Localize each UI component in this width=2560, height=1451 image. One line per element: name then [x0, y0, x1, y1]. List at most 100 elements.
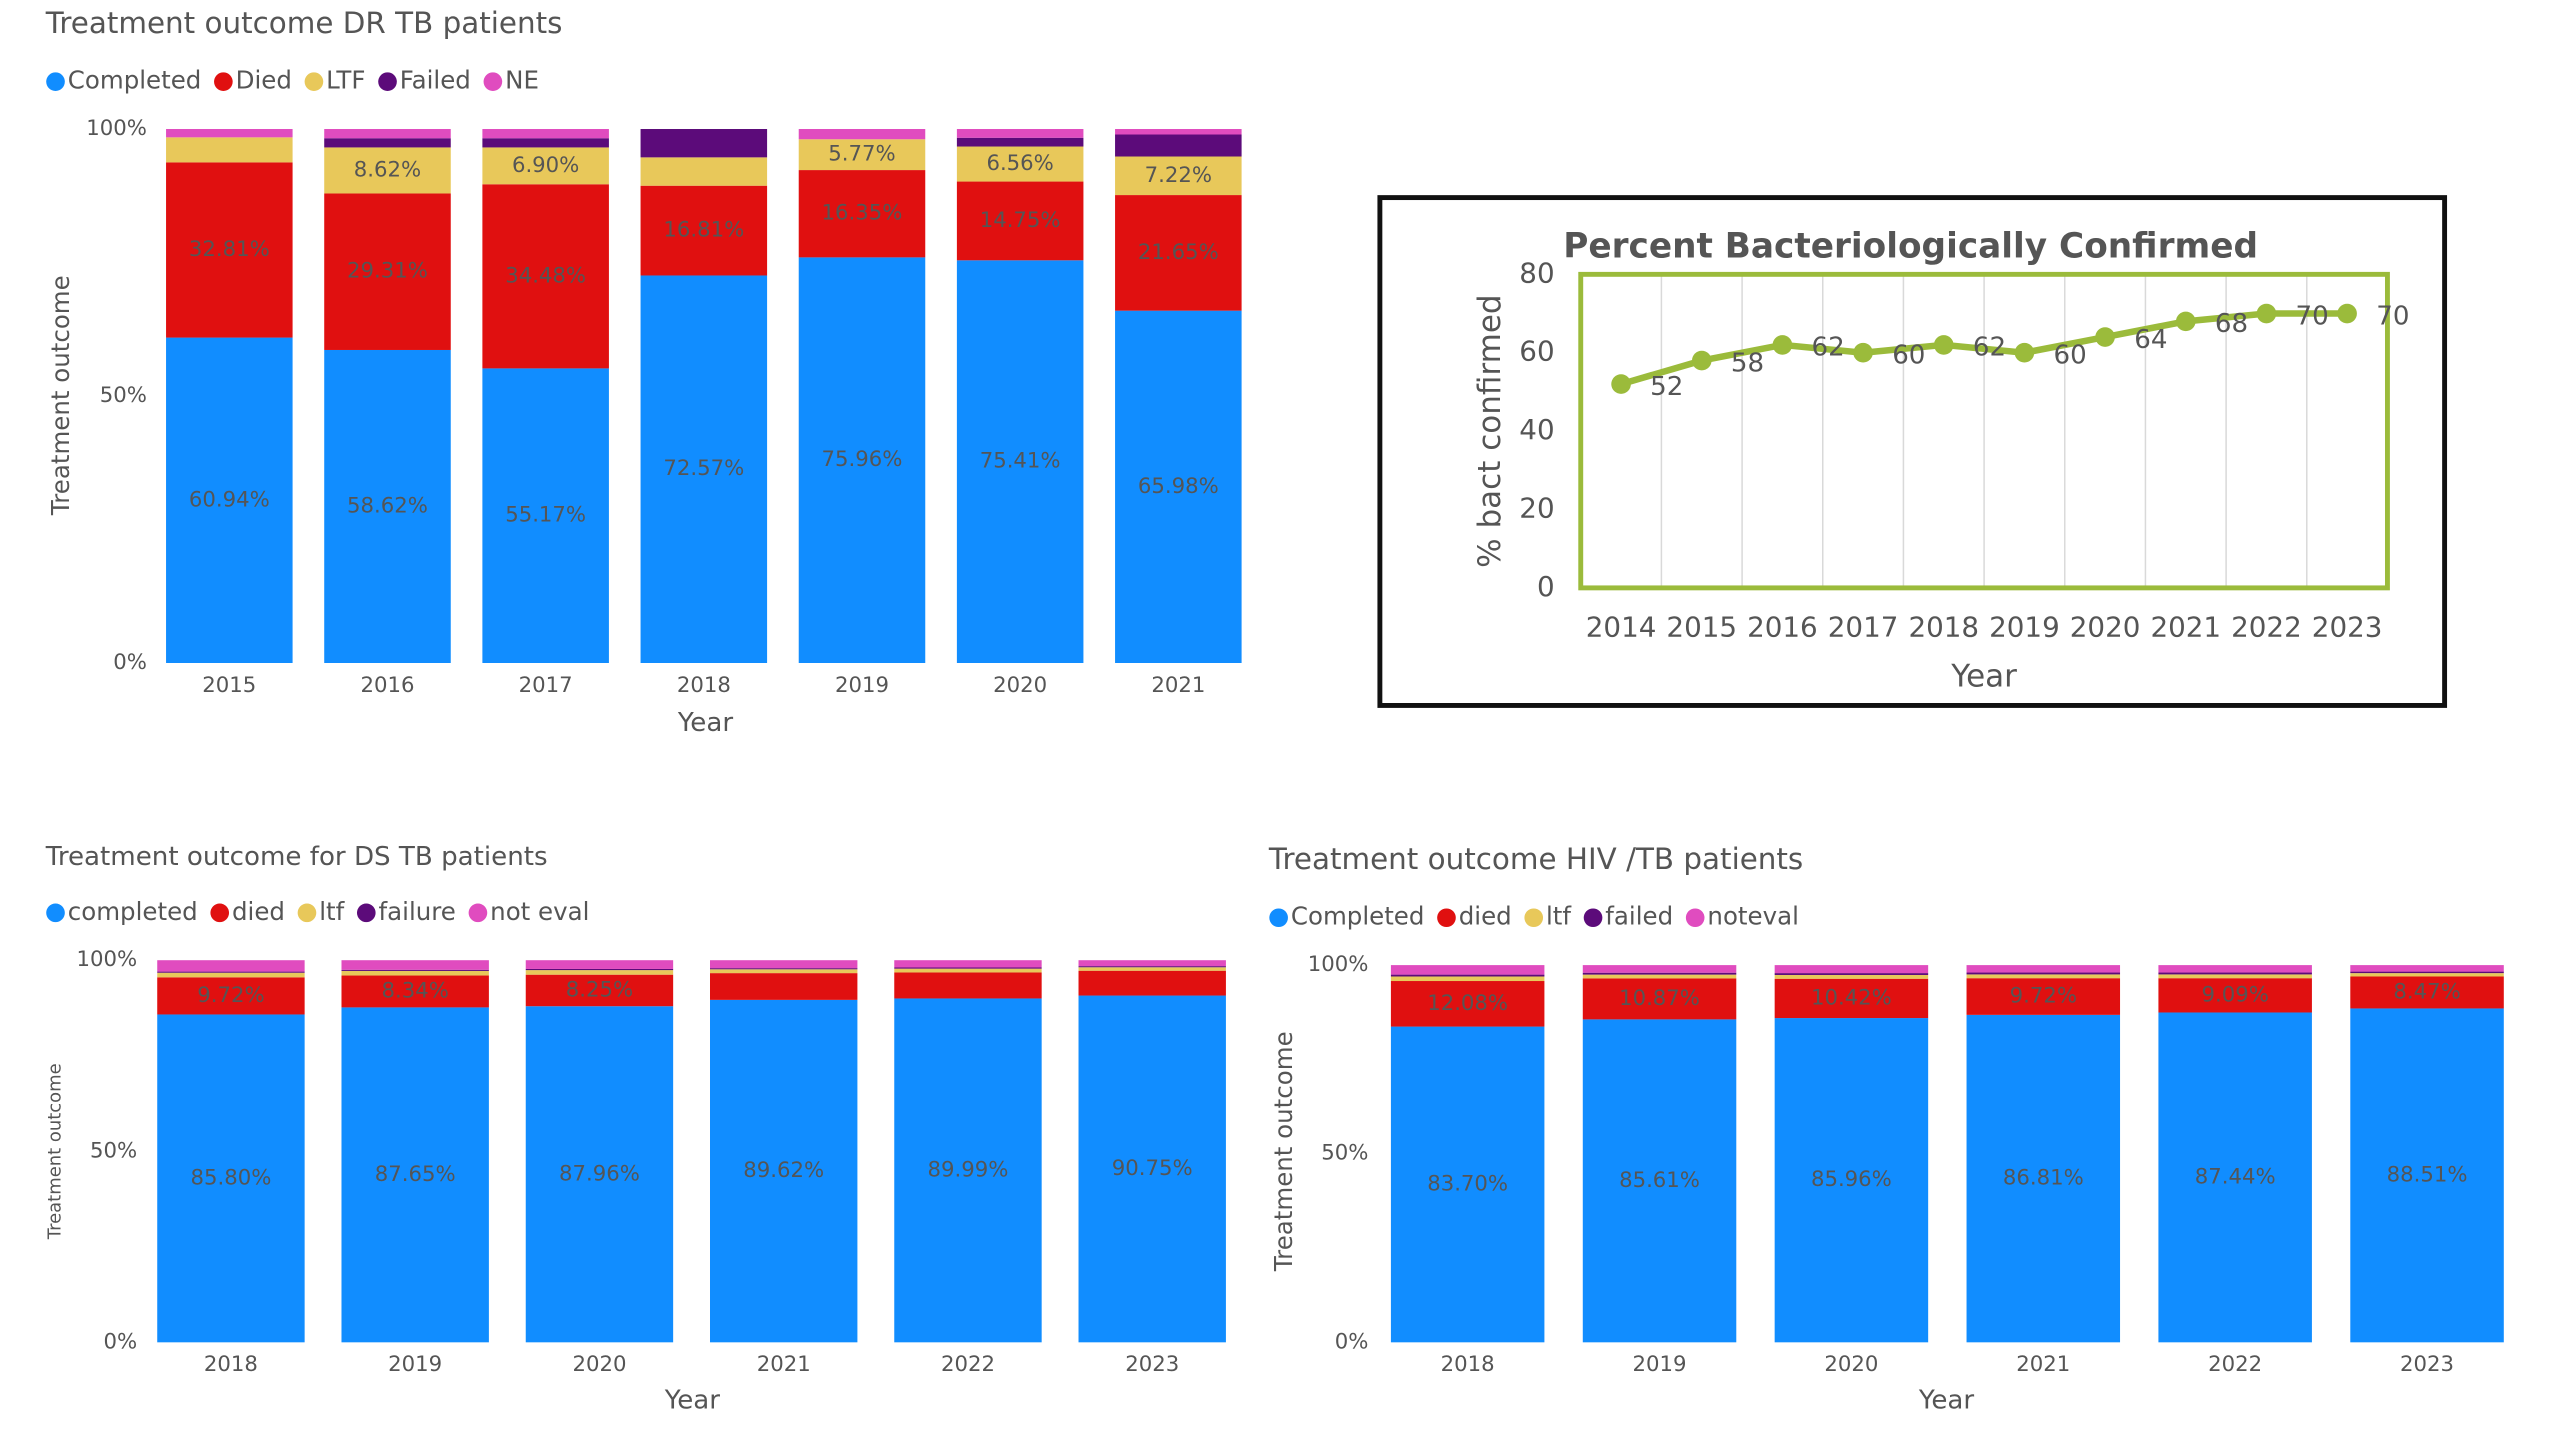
bar-segment: [525, 960, 674, 969]
bar-segment: [1078, 960, 1226, 967]
x-axis-title: Year: [664, 1386, 721, 1416]
point: [2337, 303, 2357, 324]
bar-segment: [956, 129, 1084, 138]
legend-marker: [356, 903, 376, 923]
legend-label: Died: [236, 66, 292, 95]
legend-label: Completed: [1291, 902, 1425, 931]
y-tick-label: 50%: [90, 1138, 137, 1163]
bar-segment: [2158, 965, 2312, 973]
bar-segment: [324, 193, 451, 350]
data-label: 9.09%: [2201, 982, 2268, 1007]
bar-segment: [710, 969, 858, 974]
y-tick-label: 100%: [86, 116, 147, 141]
x-tick-label: 2020: [1824, 1352, 1878, 1377]
bar-segment: [1966, 1014, 2121, 1343]
bar-segment: [1966, 972, 2121, 975]
data-label: 85.96%: [1811, 1167, 1892, 1192]
bar-segment: [1078, 967, 1226, 971]
y-axis-title: Treatment outcome: [1269, 1031, 1298, 1272]
chart-frame: [1377, 195, 2448, 708]
legend-label: ltf: [1546, 902, 1572, 931]
bar-segment: [2158, 978, 2312, 1013]
data-label: 6.56%: [986, 151, 1053, 176]
bar-segment: [2350, 976, 2504, 1009]
y-tick-label: 100%: [77, 947, 138, 972]
data-label: 21.65%: [1138, 240, 1219, 265]
bar-segment: [1078, 995, 1226, 1343]
chart-title: Treatment outcome DR TB patients: [45, 6, 563, 40]
bar-segment: [1582, 1019, 1737, 1343]
bar-segment: [2350, 1008, 2504, 1343]
x-tick-label: 2019: [388, 1352, 442, 1377]
bar-segment: [157, 977, 305, 1015]
y-tick-label: 0%: [1335, 1329, 1369, 1354]
x-tick-label: 2016: [1747, 611, 1818, 644]
bar-segment: [1078, 970, 1226, 996]
bar-segment: [157, 960, 305, 972]
x-tick-label: 2022: [941, 1352, 995, 1377]
bar-segment: [640, 185, 768, 276]
x-tick-label: 2015: [1666, 611, 1737, 644]
bar-segment: [157, 1014, 305, 1343]
bar-segment: [956, 181, 1084, 261]
bar-segment: [894, 972, 1042, 999]
x-tick-label: 2019: [1633, 1352, 1687, 1377]
bar-segment: [1390, 974, 1545, 977]
y-tick-label: 100%: [1308, 952, 1369, 977]
bar-segment: [2350, 973, 2504, 977]
x-tick-label: 2023: [2400, 1352, 2454, 1377]
x-tick-label: 2017: [1828, 611, 1899, 644]
data-label: 8.34%: [381, 978, 448, 1003]
bar-segment: [324, 349, 451, 663]
bar-segment: [798, 257, 926, 663]
data-label: 52: [1650, 372, 1683, 402]
legend-marker: [304, 72, 324, 91]
bar-segment: [2350, 971, 2504, 974]
point: [1611, 374, 1631, 394]
data-label: 62: [1812, 333, 1845, 363]
legend-marker: [468, 903, 488, 923]
x-tick-label: 2022: [2208, 1352, 2262, 1377]
bar-segment: [640, 129, 768, 158]
legend-marker: [46, 72, 65, 91]
x-tick-label: 2015: [202, 673, 256, 698]
x-tick-label: 2021: [2016, 1352, 2070, 1377]
bar-segment: [341, 975, 489, 1008]
x-tick-label: 2018: [204, 1352, 258, 1377]
x-axis-title: Year: [1950, 659, 2017, 695]
bar-segment: [710, 960, 858, 969]
y-tick-label: 0: [1537, 570, 1555, 603]
bar-segment: [2158, 974, 2312, 979]
legend-marker: [1437, 908, 1456, 928]
legend-label: died: [1459, 902, 1512, 931]
point: [2256, 303, 2277, 324]
bar-segment: [1774, 974, 1929, 979]
data-label: 89.62%: [743, 1158, 824, 1183]
x-tick-label: 2016: [360, 673, 414, 698]
bar-segment: [798, 170, 926, 258]
legend-label: noteval: [1707, 902, 1798, 931]
legend-label: failed: [1605, 902, 1673, 931]
bar-segment: [324, 138, 451, 148]
data-label: 34.48%: [505, 263, 586, 288]
bar-segment: [341, 1007, 489, 1343]
bar-segment: [1774, 965, 1929, 974]
bar-segment: [640, 157, 768, 186]
y-tick-label: 80: [1519, 256, 1554, 289]
data-label: 8.47%: [2393, 979, 2460, 1004]
y-axis-title: % bact confirmed: [1472, 294, 1508, 568]
point: [1933, 335, 1954, 355]
bar-segment: [324, 147, 451, 194]
bar-segment: [2158, 972, 2312, 975]
data-label: 6.90%: [512, 153, 579, 178]
data-label: 87.44%: [2195, 1164, 2276, 1189]
bar-segment: [1582, 965, 1737, 973]
bar-segment: [341, 970, 489, 976]
point: [1853, 342, 1873, 363]
legend-label: died: [232, 897, 285, 926]
bar-segment: [324, 129, 451, 139]
bar-segment: [1966, 978, 2121, 1015]
bar-segment: [166, 162, 293, 338]
bar-segment: [166, 337, 293, 663]
